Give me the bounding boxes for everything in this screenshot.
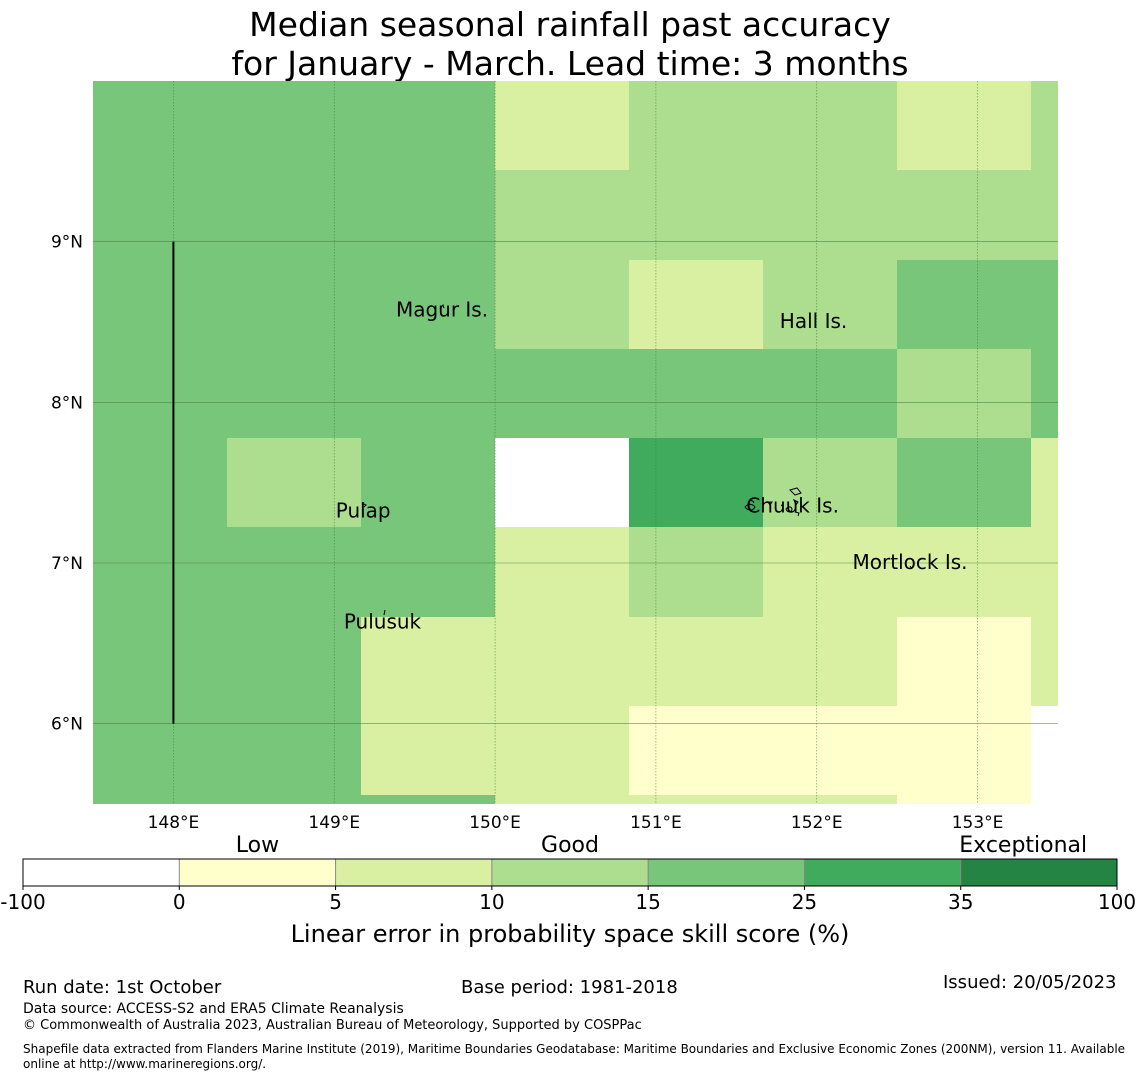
latitude-tick-label: 8°N [51,393,83,413]
grid-cell [763,260,897,349]
latitude-tick-label: 9°N [51,233,83,253]
data-source: Data source: ACCESS-S2 and ERA5 Climate … [23,1001,404,1017]
latitude-tick-label: 7°N [51,554,83,574]
grid-cell [1031,617,1058,706]
grid-cell [495,349,897,438]
grid-cell [495,795,897,804]
grid-cell [1031,349,1058,438]
island-outline [794,511,800,517]
shapefile-credit-line-1: Shapefile data extracted from Flanders M… [23,1042,1126,1056]
issued-date: Issued: 20/05/2023 [943,972,1117,993]
island-outline [780,504,784,507]
grid-cell [1031,81,1058,170]
colorbar-segment [23,859,180,886]
island-outline [785,506,793,513]
grid-cell [495,527,629,617]
island-outline [767,501,773,506]
longitude-axis: 148°E 149°E 150°E 151°E 152°E 153°E [148,813,1004,833]
grid-cell [629,438,763,527]
skill-category-label: Good [541,833,599,858]
colorbar-segment [960,859,1117,886]
place-label: Mortlock Is. [853,550,968,574]
skill-grid [93,81,1058,804]
colorbar-tick-label: 25 [792,890,817,914]
colorbar-segment [491,859,649,886]
longitude-tick-label: 152°E [791,813,843,833]
grid-cell [629,706,1031,795]
grid-cell [495,81,629,170]
place-labels: Magur Is. Hall Is. Pulap Chuuk Is. Mortlock … [336,298,968,634]
island-outline [439,303,445,310]
colorbar-tick-label: 10 [479,890,504,914]
copyright-notice: © Commonwealth of Australia 2023, Austra… [23,1018,642,1033]
place-label: Magur Is. [396,298,488,322]
graticule [93,81,1058,804]
grid-cell [897,438,1031,527]
map-and-legend-canvas: Magur Is. Hall Is. Pulap Chuuk Is. Mortlock … [0,81,1136,948]
island-outlines [361,303,913,616]
island-outline [383,609,386,616]
latitude-axis: 9°N 8°N 7°N 6°N [51,233,83,735]
grid-cell [763,527,1058,617]
colorbar-tick-label: 0 [173,890,186,914]
grid-cell [495,170,1058,260]
grid-cell [763,438,897,527]
skill-category-label: Exceptional [959,833,1087,858]
skill-category-label: Low [236,833,279,858]
colorbar-tick-label: -100 [0,890,45,914]
colorbar-segment [179,859,336,886]
grid-cell [897,795,1031,804]
grid-cell [897,349,1031,438]
colorbar-segment [804,859,961,886]
grid-cell [897,617,1031,706]
colorbar-axis-label: Linear error in probability space skill … [291,920,850,948]
colorbar-tick-label: 100 [1098,890,1136,914]
longitude-tick-label: 149°E [308,813,360,833]
longitude-tick-label: 151°E [630,813,682,833]
colorbar-tick-label: 35 [948,890,973,914]
shapefile-credit-line-2: online at http://www.marineregions.org/. [23,1057,267,1071]
island-outline [789,487,802,496]
island-outline [793,498,799,507]
place-label: Pulusuk [344,609,422,633]
longitude-tick-label: 150°E [469,813,521,833]
island-outline [361,502,367,508]
colorbar-tick-label: 15 [635,890,660,914]
grid-cell [629,260,763,349]
colorbar-legend: -100 0 5 10 15 25 35 100 Low Good Exceptional Linea… [0,833,1136,948]
island-outline [909,565,913,570]
grid-cell [629,81,897,170]
grid-cell [227,438,361,527]
colorbar-segment [648,859,805,886]
map-title-line-1: Median seasonal rainfall past accuracy [249,5,891,44]
grid-cell [495,260,629,349]
colorbar-frame [22,858,1118,887]
grid-cell [1031,438,1058,527]
latitude-tick-label: 6°N [51,715,83,735]
colorbar-tick-label: 5 [329,890,342,914]
place-label: Hall Is. [780,309,847,333]
island-outline [744,503,756,511]
place-label: Pulap [336,499,391,523]
longitude-tick-label: 148°E [148,813,200,833]
grid-cell [897,81,1031,170]
grid-cell [361,617,897,706]
map-title-line-2: for January - March. Lead time: 3 months [231,44,909,83]
base-period: Base period: 1981-2018 [461,977,678,998]
run-date: Run date: 1st October [23,977,222,998]
island-outline [747,500,755,504]
place-label: Chuuk Is. [746,494,839,518]
grid-cell [629,527,763,617]
longitude-tick-label: 153°E [952,813,1004,833]
colorbar-segment [335,859,492,886]
